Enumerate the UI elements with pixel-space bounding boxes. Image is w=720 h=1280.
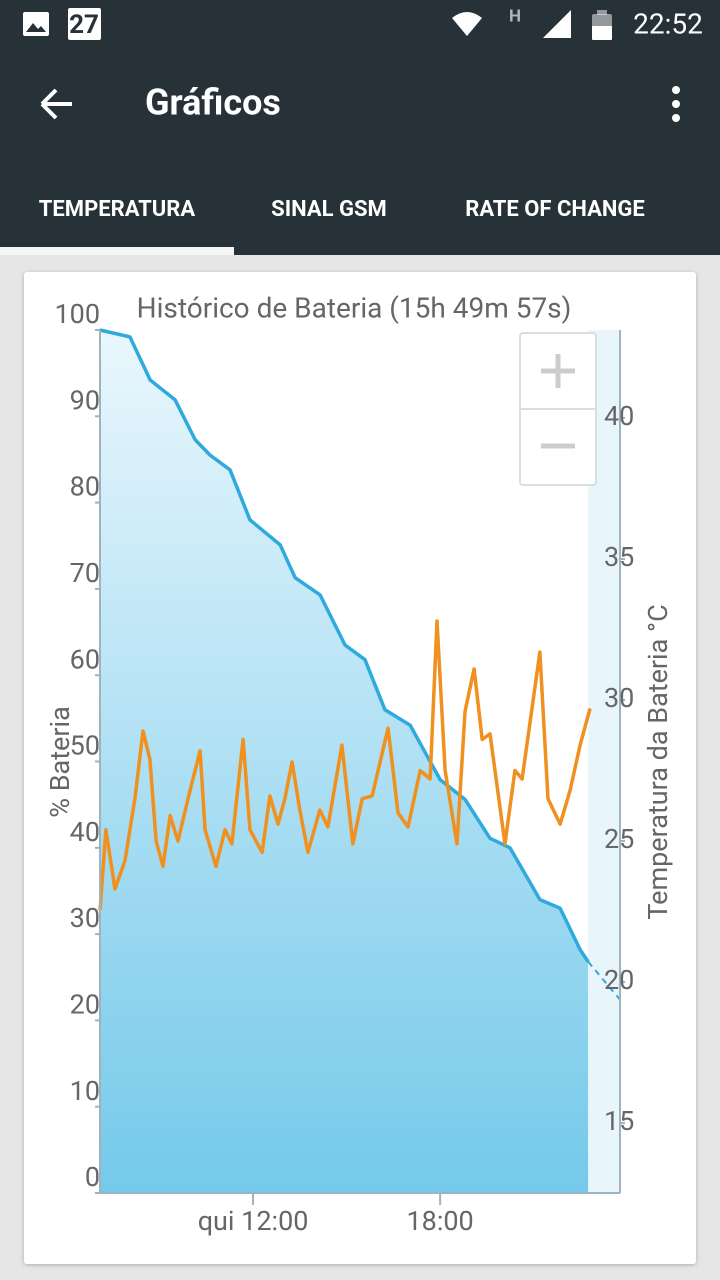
y-tick-label: 70 — [70, 557, 100, 589]
chart: 0 10 20 30 40 50 60 70 80 90 100 15 20 25 30 35 40 qui 12… — [54, 298, 634, 1237]
y2-tick-label: 35 — [604, 541, 634, 573]
y2-tick-label: 20 — [604, 964, 634, 996]
series-line — [99, 328, 590, 963]
calendar-day: 27 — [69, 10, 99, 40]
y2-tick-label: 15 — [604, 1105, 634, 1137]
tab[interactable]: TEMPERATURA — [39, 197, 196, 222]
y-tick-label: 50 — [70, 730, 100, 762]
overflow-menu[interactable] — [672, 86, 680, 122]
tab-indicator — [0, 247, 234, 255]
series-line — [98, 619, 592, 911]
chart-title: Histórico de Bateria (15h 49m 57s) — [137, 291, 572, 324]
network-type: H — [509, 6, 521, 26]
zoom-in[interactable] — [541, 354, 575, 388]
y2-tick-label: 30 — [604, 682, 634, 714]
zoom-controls — [519, 332, 597, 486]
y-tick-label: 90 — [70, 384, 100, 416]
x-tick-label: 18:00 — [406, 1205, 473, 1237]
y-tick-label: 0 — [85, 1161, 100, 1193]
y-tick-label: 20 — [70, 989, 100, 1021]
clock: 22:52 — [633, 7, 703, 40]
y2-tick-label: 25 — [604, 823, 634, 855]
y-tick-label: 30 — [70, 902, 100, 934]
y-tick-label: 40 — [70, 816, 100, 848]
y-axis-title: % Bateria — [44, 706, 76, 818]
y-tick-label: 80 — [70, 471, 100, 503]
tab[interactable]: RATE OF CHANGE — [465, 197, 645, 222]
status-icons — [23, 8, 612, 40]
tab[interactable]: SINAL GSM — [271, 197, 387, 222]
back-button[interactable] — [40, 88, 72, 120]
series-line — [587, 961, 621, 1001]
header-bg — [0, 0, 720, 255]
y-tick-label: 100 — [54, 298, 100, 330]
y2-axis-title: Temperatura da Bateria °C — [642, 604, 674, 919]
y-tick-label: 10 — [70, 1075, 100, 1107]
x-tick-label: qui 12:00 — [198, 1205, 309, 1237]
app-title: Gráficos — [145, 82, 281, 124]
y-tick-label: 60 — [70, 643, 100, 675]
y2-tick-label: 40 — [604, 400, 634, 432]
